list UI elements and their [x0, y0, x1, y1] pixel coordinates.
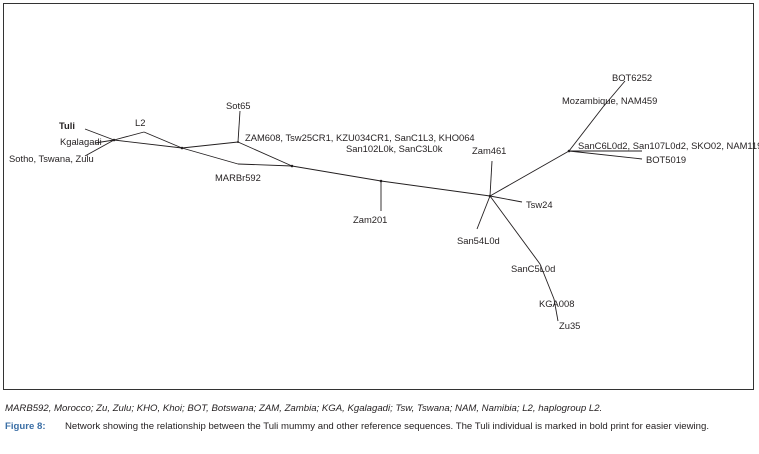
label-kga008: KGA008: [539, 298, 575, 309]
edge-backbone-1: [291, 165, 382, 182]
label-bot5019: BOT5019: [646, 154, 687, 165]
label-kgalagadi: Kgalagadi: [60, 136, 102, 147]
edge-backbone-2: [380, 180, 491, 197]
label-sot65: Sot65: [226, 100, 251, 111]
figure-label: Figure 8:: [5, 421, 46, 432]
edge-bot6252: [602, 80, 626, 108]
network-diagram: [84, 80, 643, 322]
label-zam201: Zam201: [353, 214, 388, 225]
edge-tuli: [84, 128, 115, 141]
edge-lower-b: [237, 163, 293, 167]
edge-sotho: [84, 139, 115, 157]
edge-upper-a: [181, 141, 239, 149]
edge-tsw24: [489, 195, 523, 203]
edge-mozambique: [568, 106, 604, 152]
edge-zam461: [489, 160, 493, 197]
figure-caption-text: Network showing the relationship between…: [65, 421, 710, 432]
edge-l2-upper: [113, 131, 145, 141]
abbreviation-note: MARB592, Morocco; Zu, Zulu; KHO, Khoi; B…: [5, 403, 603, 414]
edge-right-hub: [489, 150, 570, 197]
figure-frame: Tuli Kgalagadi Sotho, Tswana, Zulu L2 So…: [3, 3, 759, 390]
edge-upper-b: [237, 141, 293, 167]
edge-san54: [476, 195, 491, 230]
label-marbr592: MARBr592: [215, 172, 261, 183]
label-bot6252: BOT6252: [612, 72, 653, 83]
edge-bot5019: [568, 150, 643, 160]
label-sotho-tswana-zulu: Sotho, Tswana, Zulu: [9, 153, 94, 164]
edge-zu35: [553, 298, 559, 322]
edge-sanc5: [489, 195, 541, 265]
label-mozambique-nam459: Mozambique, NAM459: [562, 95, 658, 106]
edge-sot65: [237, 110, 241, 143]
edge-l2-upper-2: [143, 131, 183, 149]
label-tuli: Tuli: [59, 120, 75, 131]
edge-l2-lower: [113, 139, 183, 149]
label-zam608-group: ZAM608, Tsw25CR1, KZU034CR1, SanC1L3, KH…: [245, 132, 475, 143]
edge-kgalagadi: [94, 139, 115, 144]
label-tsw24: Tsw24: [526, 199, 553, 210]
label-sanc6-group: SanC6L0d2, San107L0d2, SKO02, NAM119: [578, 140, 759, 151]
label-l2: L2: [135, 117, 146, 128]
label-zu35: Zu35: [559, 320, 581, 331]
edge-lower-a: [181, 147, 239, 165]
edge-kga008: [539, 263, 555, 300]
label-sanc5l0d: SanC5L0d: [511, 263, 556, 274]
label-san54l0d: San54L0d: [457, 235, 500, 246]
label-san102-group: San102L0k, SanC3L0k: [346, 143, 443, 154]
label-zam461: Zam461: [472, 145, 507, 156]
